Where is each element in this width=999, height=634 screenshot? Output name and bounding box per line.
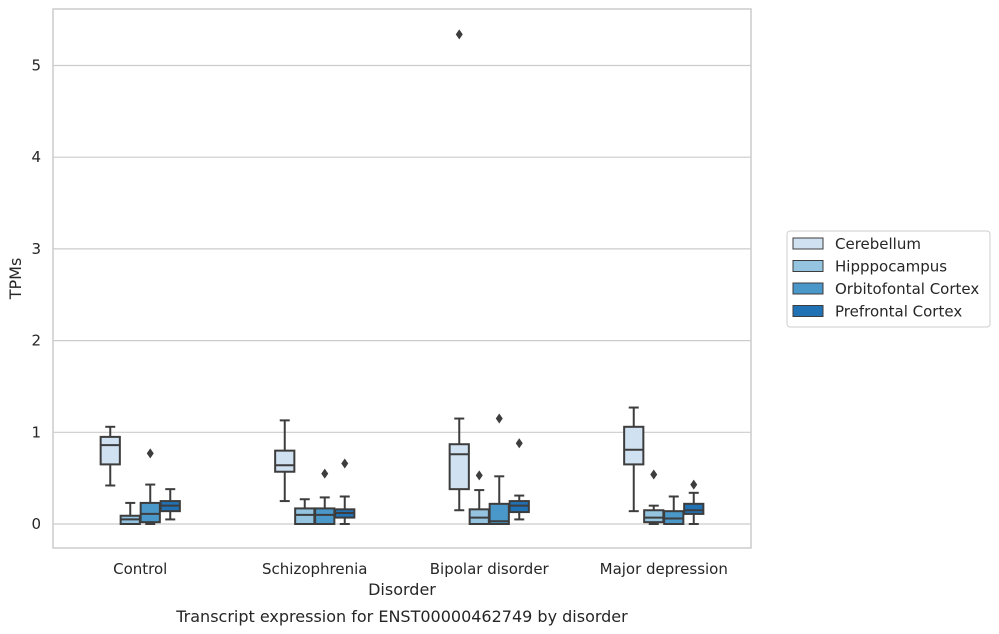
box-cerebellum-2 bbox=[448, 29, 470, 512]
box-prefrontal-cortex-2 bbox=[508, 438, 530, 521]
x-tick-label-control: Control bbox=[113, 560, 167, 578]
outlier-point-0 bbox=[321, 468, 329, 479]
x-tick-labels: Control Schizophrenia Bipolar disorder Majo… bbox=[113, 560, 728, 578]
y-tick-label-4: 4 bbox=[31, 148, 41, 166]
box-iqr bbox=[274, 449, 296, 473]
box-cerebellum-1 bbox=[274, 419, 296, 503]
box-iqr bbox=[683, 502, 705, 515]
outlier-point-0 bbox=[650, 469, 658, 480]
box-iqr bbox=[314, 507, 336, 526]
box-hipppocampus-3 bbox=[643, 469, 665, 525]
legend-label-prefrontal-cortex: Prefrontal Cortex bbox=[835, 303, 962, 321]
plot-frame bbox=[52, 8, 752, 549]
box-iqr bbox=[99, 435, 121, 466]
y-tick-label-5: 5 bbox=[31, 57, 41, 75]
box-iqr bbox=[623, 425, 645, 466]
plot-area bbox=[53, 9, 751, 548]
y-axis-label: TPMs bbox=[6, 258, 25, 301]
legend-label-hipppocampus: Hipppocampus bbox=[835, 258, 947, 276]
outlier-point-0 bbox=[495, 413, 503, 424]
y-tick-label-2: 2 bbox=[31, 332, 41, 350]
box-prefrontal-cortex-3 bbox=[683, 479, 705, 525]
x-tick-label-major-depression: Major depression bbox=[600, 560, 728, 578]
box-iqr bbox=[643, 509, 665, 524]
box-series bbox=[99, 29, 705, 526]
outlier-point-0 bbox=[690, 479, 698, 490]
box-iqr bbox=[139, 501, 161, 524]
box-prefrontal-cortex-1 bbox=[334, 458, 356, 525]
legend-swatch-prefrontal-cortex bbox=[792, 305, 824, 317]
x-axis-label: Disorder bbox=[368, 580, 436, 599]
gridlines bbox=[53, 64, 751, 525]
x-tick-label-bipolar-disorder: Bipolar disorder bbox=[430, 560, 550, 578]
box-orbitofontal-cortex-0 bbox=[139, 448, 161, 525]
legend: Cerebellum Hipppocampus Orbitofontal Corte… bbox=[786, 230, 991, 328]
box-orbitofontal-cortex-3 bbox=[663, 495, 685, 525]
outlier-point-0 bbox=[341, 458, 349, 469]
y-tick-label-1: 1 bbox=[31, 423, 41, 441]
legend-swatch-cerebellum bbox=[792, 237, 824, 250]
legend-swatch-orbitofontal-cortex bbox=[792, 282, 824, 295]
legend-label-cerebellum: Cerebellum bbox=[835, 235, 921, 253]
outlier-point-0 bbox=[455, 29, 463, 40]
y-tick-label-0: 0 bbox=[31, 515, 41, 533]
legend-label-orbitofontal-cortex: Orbitofontal Cortex bbox=[835, 280, 979, 298]
box-iqr bbox=[448, 443, 470, 491]
box-prefrontal-cortex-0 bbox=[159, 488, 181, 521]
box-cerebellum-3 bbox=[623, 406, 645, 513]
x-tick-label-schizophrenia: Schizophrenia bbox=[262, 560, 367, 578]
y-tick-labels: 0 1 2 3 4 5 bbox=[31, 57, 41, 534]
y-tick-label-3: 3 bbox=[31, 240, 41, 258]
outlier-point-0 bbox=[475, 470, 483, 481]
box-iqr bbox=[294, 507, 316, 526]
box-iqr bbox=[488, 502, 510, 525]
box-orbitofontal-cortex-2 bbox=[488, 413, 510, 525]
chart-caption: Transcript expression for ENST0000046274… bbox=[175, 607, 628, 626]
box-cerebellum-0 bbox=[99, 425, 121, 487]
legend-frame bbox=[786, 230, 991, 328]
outlier-point-0 bbox=[146, 448, 154, 459]
outlier-point-0 bbox=[515, 438, 523, 449]
legend-swatch-hipppocampus bbox=[792, 260, 824, 272]
